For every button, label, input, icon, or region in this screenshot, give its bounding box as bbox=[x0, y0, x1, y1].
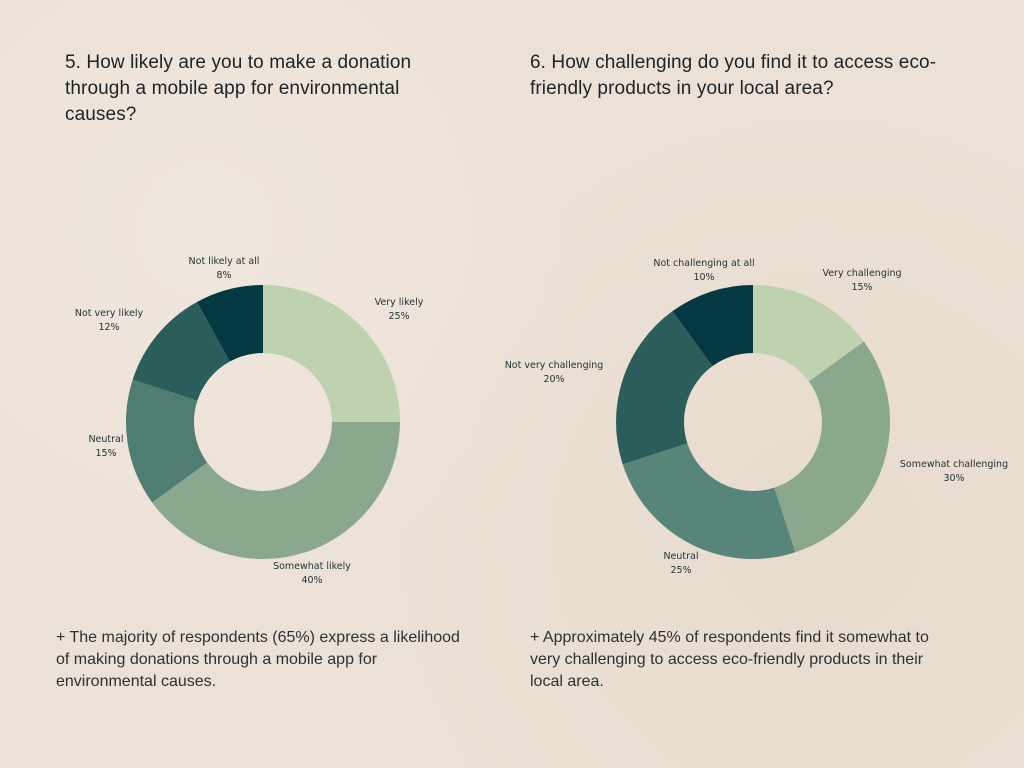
slice-somewhat-likely bbox=[152, 422, 400, 559]
slice-value-label-neutral: 25% bbox=[670, 565, 691, 576]
slice-not-likely-at-all bbox=[196, 285, 263, 362]
slice-value-label-very-challenging: 15% bbox=[851, 282, 872, 293]
chart-2-title: 6. How challenging do you find it to acc… bbox=[530, 52, 937, 99]
slice-label-not-very-challenging: Not very challenging bbox=[505, 360, 604, 371]
slice-label-somewhat-challenging: Somewhat challenging bbox=[900, 459, 1008, 470]
slice-label-very-challenging: Very challenging bbox=[822, 268, 901, 279]
slice-label-somewhat-likely: Somewhat likely bbox=[273, 561, 351, 572]
chart-1-summary: + The majority of respondents (65%) expr… bbox=[56, 629, 460, 690]
slice-not-very-challenging bbox=[616, 311, 713, 465]
slice-value-label-very-likely: 25% bbox=[388, 311, 409, 322]
slice-label-neutral: Neutral bbox=[663, 551, 698, 562]
slice-label-very-likely: Very likely bbox=[375, 297, 424, 308]
slice-somewhat-challenging bbox=[774, 341, 891, 553]
slice-label-not-challenging-at-all: Not challenging at all bbox=[653, 258, 754, 269]
slice-value-label-not-likely-at-all: 8% bbox=[216, 270, 231, 281]
slice-value-label-neutral: 15% bbox=[95, 448, 116, 459]
slice-very-likely bbox=[263, 285, 400, 422]
slice-label-neutral: Neutral bbox=[88, 434, 123, 445]
slice-value-label-not-very-likely: 12% bbox=[98, 322, 119, 333]
chart-1-donut: Very likely 25% Somewhat likely 40% Neutral 1… bbox=[75, 256, 424, 586]
chart-1-title: 5. How likely are you to make a donation… bbox=[65, 52, 412, 125]
slice-neutral bbox=[622, 443, 796, 559]
slice-label-not-very-likely: Not very likely bbox=[75, 308, 144, 319]
slice-not-challenging-at-all bbox=[672, 285, 753, 367]
chart-2-donut: Very challenging 15% Somewhat challenging 3… bbox=[505, 258, 1008, 576]
slice-not-very-likely bbox=[132, 301, 230, 401]
slice-neutral bbox=[126, 379, 208, 503]
chart-2-summary: + Approximately 45% of respondents find … bbox=[530, 629, 929, 690]
slice-value-label-not-very-challenging: 20% bbox=[543, 374, 564, 385]
slice-value-label-somewhat-likely: 40% bbox=[301, 575, 322, 586]
slice-value-label-somewhat-challenging: 30% bbox=[943, 473, 964, 484]
slice-value-label-not-challenging-at-all: 10% bbox=[693, 272, 714, 283]
slice-label-not-likely-at-all: Not likely at all bbox=[189, 256, 260, 267]
slice-very-challenging bbox=[753, 285, 864, 382]
